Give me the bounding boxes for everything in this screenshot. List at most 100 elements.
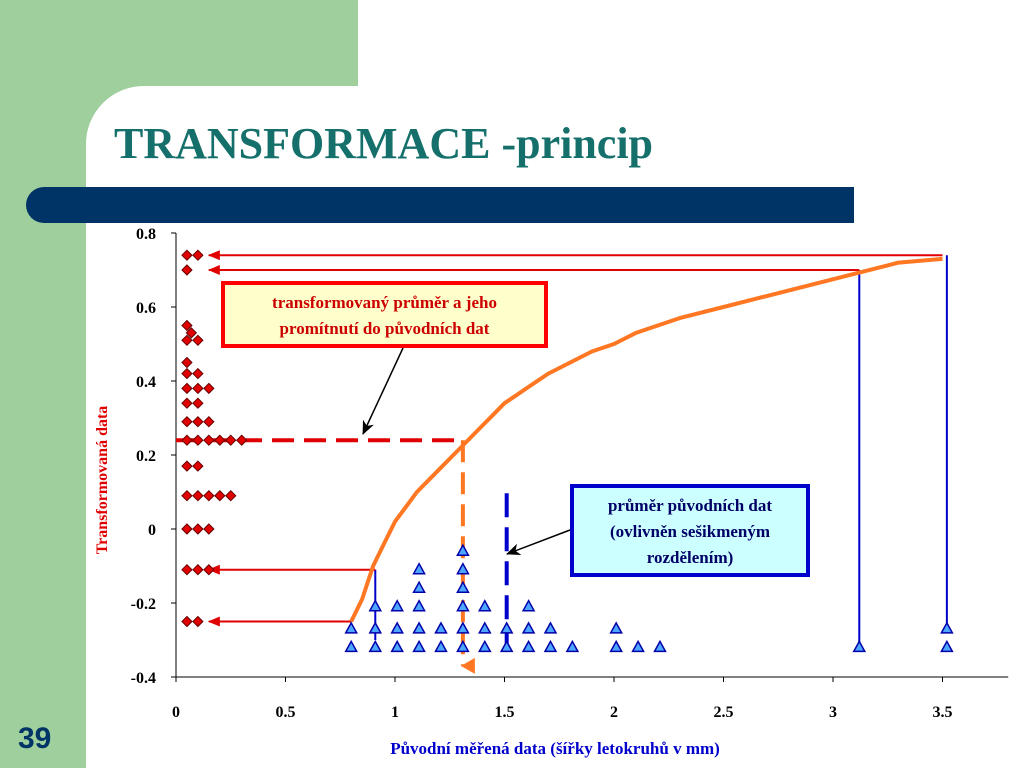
original-data-point (368, 639, 383, 653)
annotation-line: rozdělením) (646, 548, 734, 567)
transformed-data-point (181, 367, 193, 380)
original-data-point (344, 621, 358, 634)
original-data-point (521, 621, 536, 634)
original-data-point (609, 621, 623, 634)
y-tick-label: 0.2 (136, 448, 156, 465)
transformed-data-point (181, 563, 193, 576)
transformed-mean-annotation: transformovaný průměr a jeho promítnutí … (221, 281, 548, 348)
x-tick-label: 2.5 (714, 704, 734, 721)
original-data-point (390, 599, 404, 612)
original-data-point (456, 639, 470, 653)
y-tick-label: 0.6 (136, 300, 156, 317)
original-mean-annotation: průměr původních dat (ovlivněn sešikmený… (570, 484, 810, 577)
original-data-point (368, 621, 383, 634)
transformed-data-point (235, 434, 248, 446)
callout-arrow-original (506, 529, 571, 555)
original-data-point (390, 621, 404, 634)
original-data-point (456, 599, 470, 612)
transformed-data-point (181, 382, 193, 395)
original-data-point (521, 599, 536, 612)
transformed-data-point (192, 460, 204, 472)
y-tick-label: -0.4 (131, 670, 156, 687)
callout-arrow-transformed (362, 347, 404, 435)
annotation-line: (ovlivněn sešikmeným (609, 522, 771, 541)
original-data-point (344, 639, 358, 653)
y-tick-label: -0.2 (131, 596, 156, 613)
transformed-data-point (181, 319, 193, 332)
transformed-data-point (203, 415, 215, 428)
original-data-point (852, 639, 867, 653)
transformed-data-point (203, 382, 215, 395)
transformation-curve (349, 256, 943, 623)
original-data-point (478, 621, 492, 634)
transformed-data-point (181, 460, 193, 472)
original-data-point (456, 543, 470, 556)
original-data-point (499, 639, 514, 653)
x-axis-label: Původní měřená data (šířky letokruhů v m… (390, 739, 720, 758)
transformed-data-point (192, 382, 204, 395)
transformed-data-point (181, 615, 193, 628)
original-data-point (456, 562, 470, 575)
transformed-data-point (192, 563, 204, 576)
y-tick-label: 0.4 (136, 374, 156, 391)
original-data-point (478, 599, 492, 612)
transformed-data-point (192, 367, 204, 380)
transformed-data-point (192, 397, 204, 409)
transformed-data-point (203, 434, 215, 446)
transformed-data-point (192, 249, 204, 261)
transformed-data-point (203, 489, 215, 502)
transformed-data-point (192, 434, 204, 446)
transformed-data-point (214, 489, 226, 502)
transformed-data-point (192, 523, 204, 535)
x-tick-label: 0 (172, 704, 180, 721)
transformed-data-point (192, 334, 204, 347)
original-data-point (456, 580, 470, 593)
transformed-data-point (185, 327, 198, 339)
annotation-line: transformovaný průměr a jeho (272, 293, 497, 312)
original-data-point (412, 621, 426, 634)
original-data-point (434, 621, 448, 634)
y-tick-label: 0 (148, 522, 156, 539)
original-data-point (565, 639, 580, 653)
y-tick-label: 0.8 (136, 226, 156, 243)
title-underline-bar (26, 187, 854, 223)
transformed-data-point (181, 523, 193, 535)
transformed-data-point (192, 489, 204, 502)
original-data-point (940, 639, 954, 653)
transformed-data-point (181, 489, 193, 502)
chart-axes: 0.8 0.6 0.4 0.2 0 -0.2 -0.4 0 0.5 1 1.5 2 2.5 3 3.5 (131, 226, 1009, 721)
original-data-point (434, 639, 448, 653)
transformed-data-point (214, 434, 226, 446)
transformed-data-point (181, 249, 193, 261)
transformed-data-point (181, 264, 193, 276)
transformed-data-series (181, 249, 248, 628)
panel-top (358, 0, 1024, 86)
x-tick-label: 0.5 (276, 704, 296, 721)
x-tick-label: 2 (610, 704, 618, 721)
annotation-line: promítnutí do původních dat (279, 319, 490, 338)
original-data-point (412, 639, 426, 653)
original-data-point (456, 621, 470, 634)
transformed-data-point (192, 615, 204, 628)
transformed-data-point (181, 434, 193, 446)
transformed-data-point (192, 415, 204, 428)
transformed-data-point (181, 397, 193, 409)
original-data-point (412, 599, 426, 612)
slide-background-corner (0, 0, 358, 87)
x-tick-label: 3.5 (933, 704, 953, 721)
original-data-point (412, 580, 426, 593)
original-data-point (543, 621, 558, 634)
x-tick-label: 1 (391, 704, 399, 721)
transformed-data-point (225, 434, 237, 446)
annotation-line: průměr původních dat (607, 496, 773, 515)
transformed-data-point (203, 523, 215, 535)
original-data-point (521, 639, 536, 653)
curve-line (349, 256, 943, 623)
original-data-point (390, 639, 404, 653)
transformed-data-point (181, 334, 193, 347)
page-title: TRANSFORMACE -princip (114, 119, 654, 168)
transformed-data-point (181, 415, 193, 428)
x-tick-label: 1.5 (495, 704, 515, 721)
x-tick-label: 3 (829, 704, 837, 721)
